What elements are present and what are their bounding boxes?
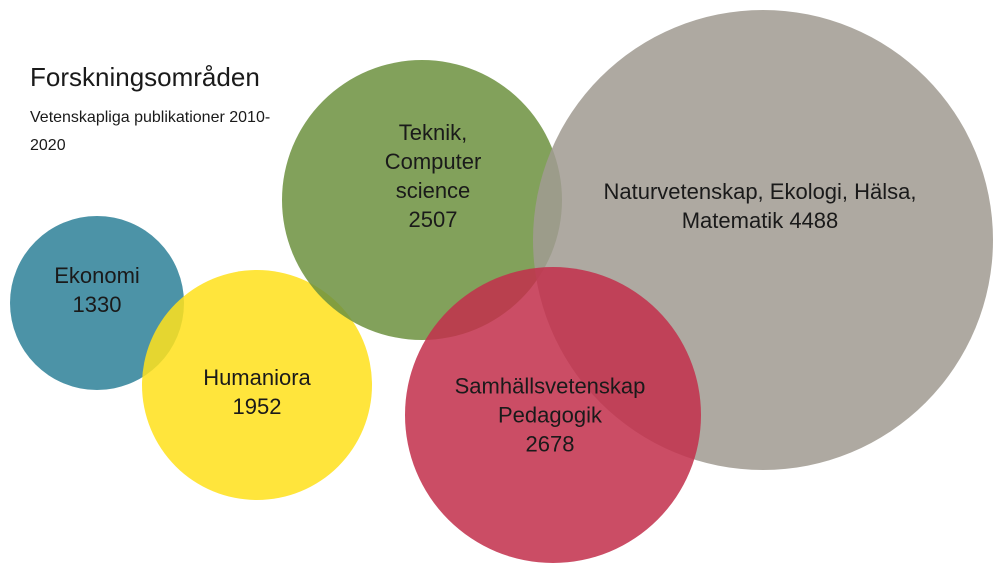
bubble <box>404 266 702 564</box>
bubble-label: Samhällsvetenskap Pedagogik 2678 <box>425 372 675 459</box>
category-label: Naturvetenskap, Ekologi, Hälsa, Matemati… <box>603 179 917 233</box>
value-label: 1330 <box>72 292 122 317</box>
category-label: Teknik, Computer science <box>384 120 482 203</box>
value-label: 2678 <box>525 431 575 457</box>
value-label: 1952 <box>232 394 282 419</box>
bubble-label: Ekonomi 1330 <box>37 261 157 319</box>
bubble-label: Naturvetenskap, Ekologi, Hälsa, Matemati… <box>600 177 920 235</box>
bubble-label: Teknik, Computer science 2507 <box>368 118 498 234</box>
category-label: Samhällsvetenskap Pedagogik <box>454 373 646 428</box>
category-label: Humaniora <box>203 365 311 390</box>
value-label: 2507 <box>408 207 458 232</box>
value-label: 4488 <box>789 208 839 233</box>
category-label: Ekonomi <box>54 263 140 288</box>
bubble-label: Humaniora 1952 <box>177 363 337 421</box>
chart-title: Forskningsområden <box>30 62 260 92</box>
chart-subtitle: Vetenskapliga publikationer 2010-2020 <box>30 109 271 154</box>
